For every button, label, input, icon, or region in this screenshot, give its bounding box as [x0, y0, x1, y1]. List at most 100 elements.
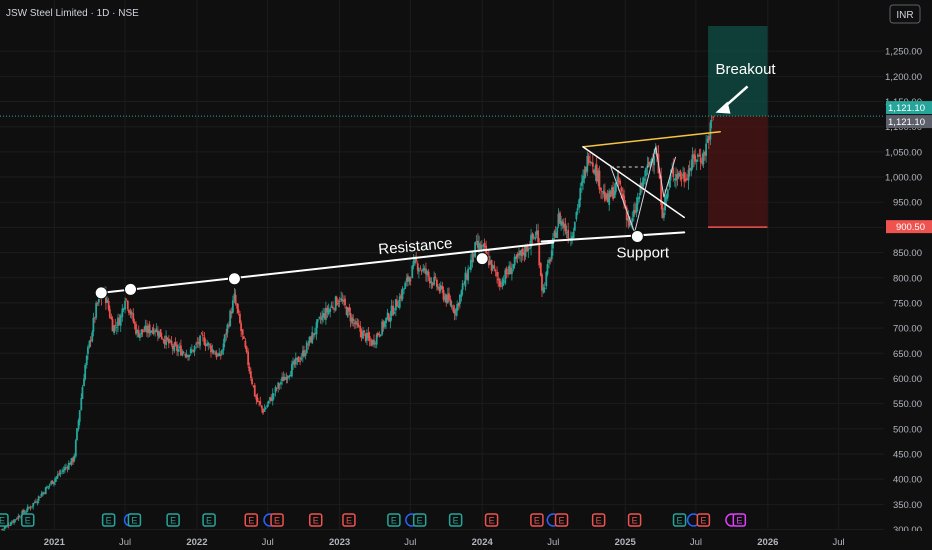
- candle-body: [490, 259, 493, 271]
- candle-body: [319, 318, 322, 320]
- candle-body: [573, 221, 576, 231]
- candle-body: [196, 342, 199, 344]
- candle-body: [311, 332, 314, 344]
- candle-body: [376, 332, 379, 336]
- candle-body: [252, 385, 255, 387]
- candle-body: [676, 173, 679, 179]
- time-tick-label: Jul: [404, 537, 416, 548]
- candle-body: [521, 248, 524, 255]
- candle-body: [119, 315, 122, 326]
- candle-body: [491, 264, 494, 270]
- candle-body: [625, 207, 628, 221]
- candle-body: [66, 467, 69, 469]
- candle-body: [359, 325, 362, 332]
- candle-body: [461, 283, 464, 290]
- candle-body: [308, 336, 311, 344]
- candle-body: [562, 223, 565, 228]
- price-tick-label: 950.00: [893, 198, 922, 209]
- candle-body: [40, 493, 43, 497]
- drawing-layer: Resistance Support Breakout: [94, 61, 776, 300]
- time-axis[interactable]: 2021 Jul 2022 Jul 2023 Jul 2024 Jul 2025 Jul 2026 J…: [0, 531, 932, 550]
- candle-body: [518, 253, 520, 256]
- candle-body: [442, 289, 445, 300]
- time-tick-label: 2021: [44, 537, 66, 548]
- candle-body: [450, 305, 453, 308]
- candle-body: [446, 294, 449, 303]
- candle-body: [580, 181, 583, 186]
- candle-body: [416, 263, 419, 271]
- candle-body: [627, 218, 630, 222]
- candle-body: [530, 234, 532, 248]
- candle-body: [449, 299, 452, 306]
- candle-body: [598, 170, 601, 190]
- candle-series: [1, 115, 715, 532]
- candle-body: [401, 288, 404, 300]
- candle-body: [255, 395, 258, 400]
- candle-body: [56, 474, 59, 477]
- candle-body: [444, 296, 446, 301]
- earnings-marker-letter: E: [106, 516, 112, 526]
- candle-body: [58, 473, 61, 475]
- candle-body: [144, 325, 147, 331]
- candle-body: [494, 269, 497, 271]
- time-tick-label: Jul: [547, 537, 559, 548]
- candle-body: [316, 319, 319, 323]
- candle-body: [88, 340, 91, 348]
- earnings-marker: [484, 513, 499, 527]
- candle-body: [712, 116, 715, 118]
- candle-body: [231, 300, 234, 313]
- candle-body: [356, 323, 359, 326]
- candle-body: [561, 221, 564, 226]
- candle-body: [208, 344, 211, 346]
- price-tick-label: 1,050.00: [885, 147, 922, 158]
- candle-body: [83, 378, 85, 387]
- earnings-marker: [591, 513, 606, 527]
- candle-body: [78, 410, 81, 422]
- candle-body: [435, 279, 438, 287]
- candle-body: [394, 299, 397, 311]
- candle-body: [51, 480, 54, 484]
- candle-body: [567, 229, 570, 239]
- candle-body: [111, 319, 114, 332]
- candle-body: [535, 230, 538, 235]
- candle-body: [13, 519, 15, 523]
- candle-body: [504, 270, 507, 284]
- candle-body: [249, 371, 252, 378]
- candle-body: [548, 259, 550, 264]
- candle-body: [291, 364, 293, 377]
- candle-body: [96, 302, 99, 304]
- candle-body: [349, 312, 352, 322]
- candle-body: [392, 305, 395, 315]
- candle-body: [505, 268, 508, 275]
- candle-body: [303, 350, 305, 357]
- candle-body: [170, 340, 173, 345]
- candle-body: [22, 510, 25, 513]
- candle-body: [24, 512, 26, 514]
- candle-body: [364, 333, 367, 342]
- candle-body: [334, 296, 337, 311]
- candle-body: [687, 169, 690, 181]
- candle-body: [427, 271, 430, 277]
- candle-body: [222, 343, 225, 351]
- candle-body: [589, 161, 591, 163]
- candle-body: [475, 241, 478, 243]
- earnings-marker: [202, 513, 216, 527]
- candle-body: [121, 308, 124, 318]
- candle-body: [217, 354, 219, 356]
- breakout-arrow-head: [715, 101, 731, 114]
- candle-body: [620, 187, 623, 192]
- currency-button[interactable]: INR: [889, 4, 921, 24]
- candle-body: [128, 309, 130, 313]
- price-axis[interactable]: 300.00 350.00 400.00 450.00 500.00 550.00 600.…: [884, 30, 932, 536]
- candle-body: [508, 265, 511, 275]
- earnings-marker-letter: E: [700, 516, 706, 526]
- candle-body: [167, 338, 170, 344]
- candle-body: [219, 354, 222, 356]
- candle-body: [368, 336, 371, 341]
- candle-body: [698, 154, 701, 157]
- candle-body: [329, 308, 332, 312]
- earnings-marker-letter: E: [346, 516, 352, 526]
- candle-body: [645, 167, 647, 177]
